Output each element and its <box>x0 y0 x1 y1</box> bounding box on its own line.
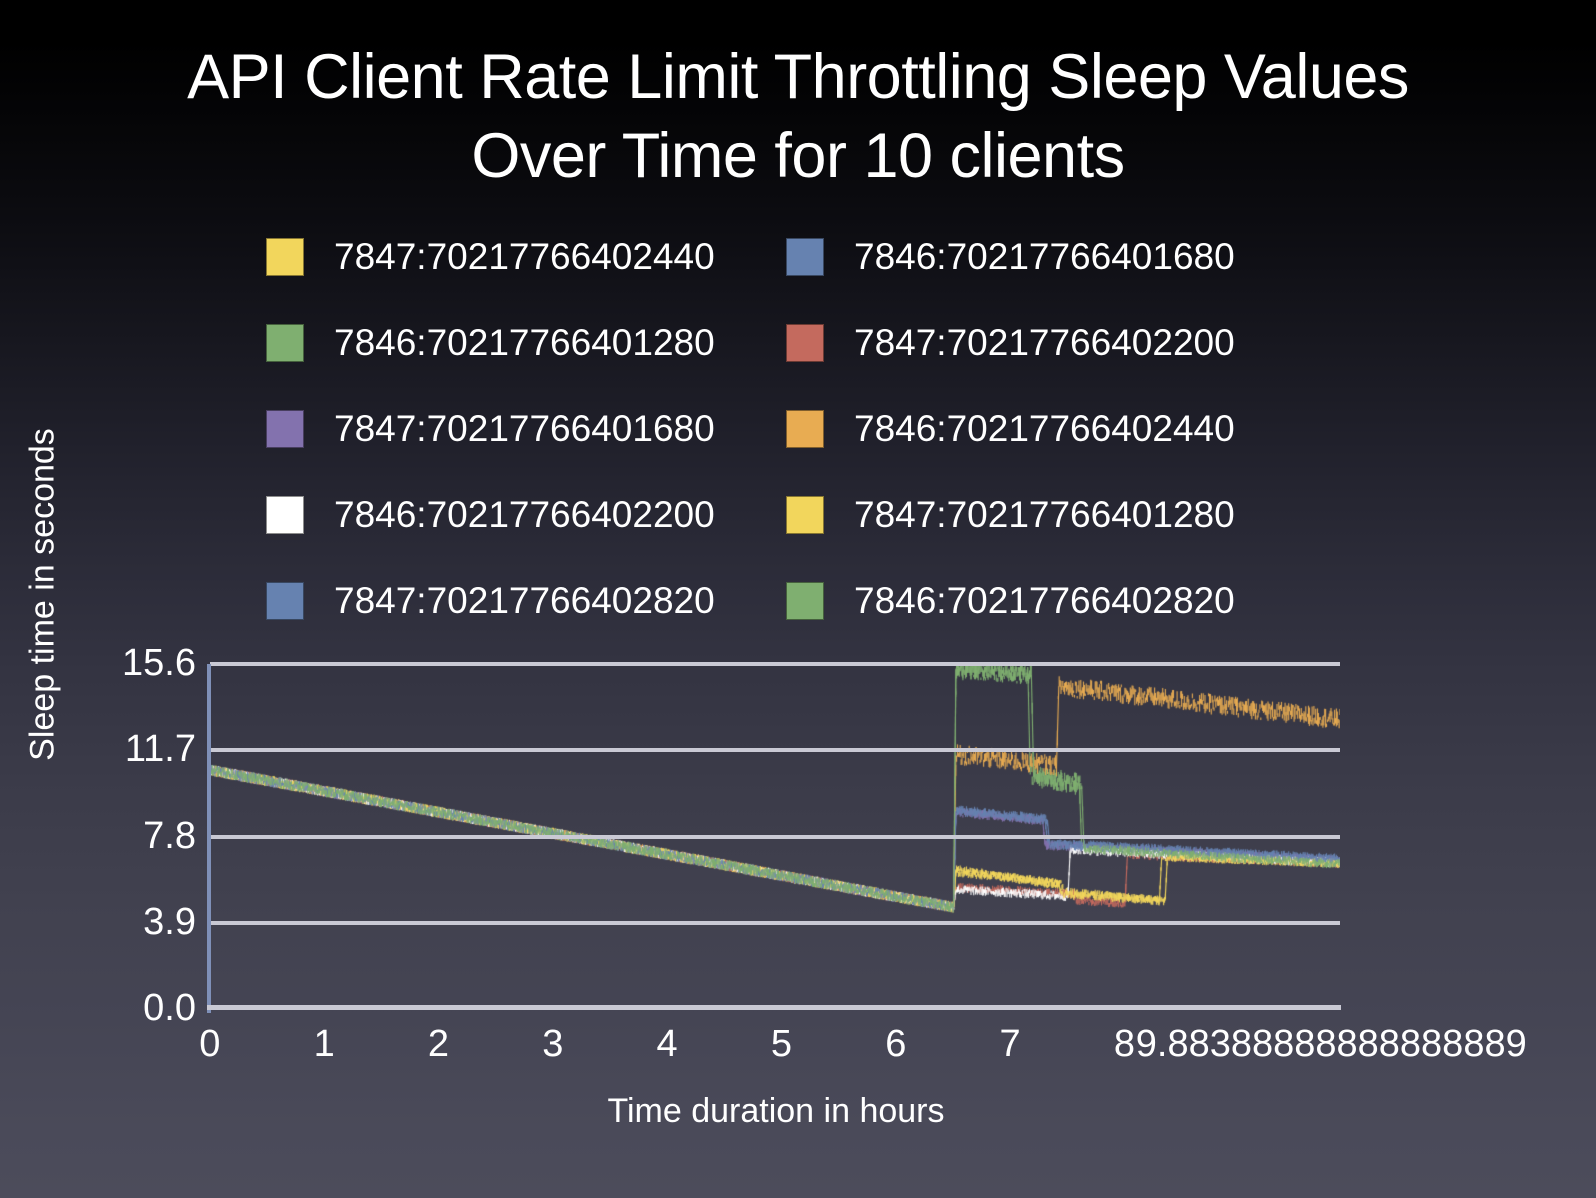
legend-swatch-icon <box>786 410 824 448</box>
plot-area <box>210 662 1340 1009</box>
y-tick-label: 11.7 <box>124 728 196 771</box>
legend-item-label: 7846:70217766401280 <box>334 322 715 363</box>
x-tick-label: 6 <box>885 1023 907 1065</box>
y-tick-label: 15.6 <box>122 642 196 684</box>
x-tick-label: 9.88388888888888889 <box>1135 1023 1527 1065</box>
legend-swatch-icon <box>786 238 824 276</box>
legend-item-label: 7847:70217766401280 <box>854 494 1235 535</box>
chart-legend: 7847:70217766402440 7846:70217766401680 78… <box>266 214 1276 644</box>
legend-swatch-icon <box>266 496 304 534</box>
legend-item-label: 7847:70217766402440 <box>334 236 715 277</box>
legend-item-label: 7847:70217766402820 <box>334 580 715 621</box>
x-axis-line <box>207 1005 1341 1010</box>
x-tick-label: 1 <box>313 1023 335 1065</box>
x-tick-label: 7 <box>999 1023 1021 1065</box>
legend-item[interactable]: 7847:70217766401680 <box>266 386 786 472</box>
legend-item-label: 7847:70217766402200 <box>854 322 1235 363</box>
gridline <box>210 662 1340 666</box>
gridline <box>210 748 1340 753</box>
page-title: API Client Rate Limit Throttling Sleep V… <box>187 42 1409 191</box>
y-tick-label: 0.0 <box>143 987 196 1029</box>
y-tick-label: 3.9 <box>143 900 196 943</box>
legend-item[interactable]: 7846:70217766402200 <box>266 472 786 558</box>
legend-item[interactable]: 7846:70217766402820 <box>786 558 1276 644</box>
x-tick-label: 0 <box>199 1023 221 1065</box>
legend-item-label: 7846:70217766402820 <box>854 580 1235 621</box>
legend-item-label: 7847:70217766401680 <box>334 408 715 449</box>
legend-item[interactable]: 7847:70217766402200 <box>786 300 1276 386</box>
x-tick-label: 3 <box>542 1023 564 1065</box>
x-tick-label: 4 <box>656 1023 678 1065</box>
gridline <box>210 920 1340 925</box>
legend-swatch-icon <box>266 324 304 362</box>
legend-item[interactable]: 7846:70217766401280 <box>266 300 786 386</box>
y-axis-title: Sleep time in seconds <box>23 428 62 761</box>
legend-swatch-icon <box>266 410 304 448</box>
legend-swatch-icon <box>786 496 824 534</box>
legend-swatch-icon <box>786 324 824 362</box>
legend-item[interactable]: 7847:70217766401280 <box>786 472 1276 558</box>
legend-item[interactable]: 7847:70217766402440 <box>266 214 786 300</box>
legend-item[interactable]: 7846:70217766401680 <box>786 214 1276 300</box>
x-axis-title: Time duration in hours <box>607 1092 945 1130</box>
legend-item-label: 7846:70217766402440 <box>854 408 1235 449</box>
legend-item[interactable]: 7846:70217766402440 <box>786 386 1276 472</box>
legend-item-label: 7846:70217766402200 <box>334 494 715 535</box>
y-tick-label: 7.8 <box>143 814 196 857</box>
y-axis-line <box>207 664 211 1013</box>
x-tick-label: 2 <box>427 1023 450 1065</box>
legend-item[interactable]: 7847:70217766402820 <box>266 558 786 644</box>
x-tick-label: 5 <box>770 1023 793 1065</box>
x-tick-label: 8 <box>1113 1023 1135 1065</box>
gridline <box>210 834 1340 839</box>
legend-swatch-icon <box>786 582 824 620</box>
legend-item-label: 7846:70217766401680 <box>854 236 1235 277</box>
legend-swatch-icon <box>266 238 304 276</box>
legend-swatch-icon <box>266 582 304 620</box>
